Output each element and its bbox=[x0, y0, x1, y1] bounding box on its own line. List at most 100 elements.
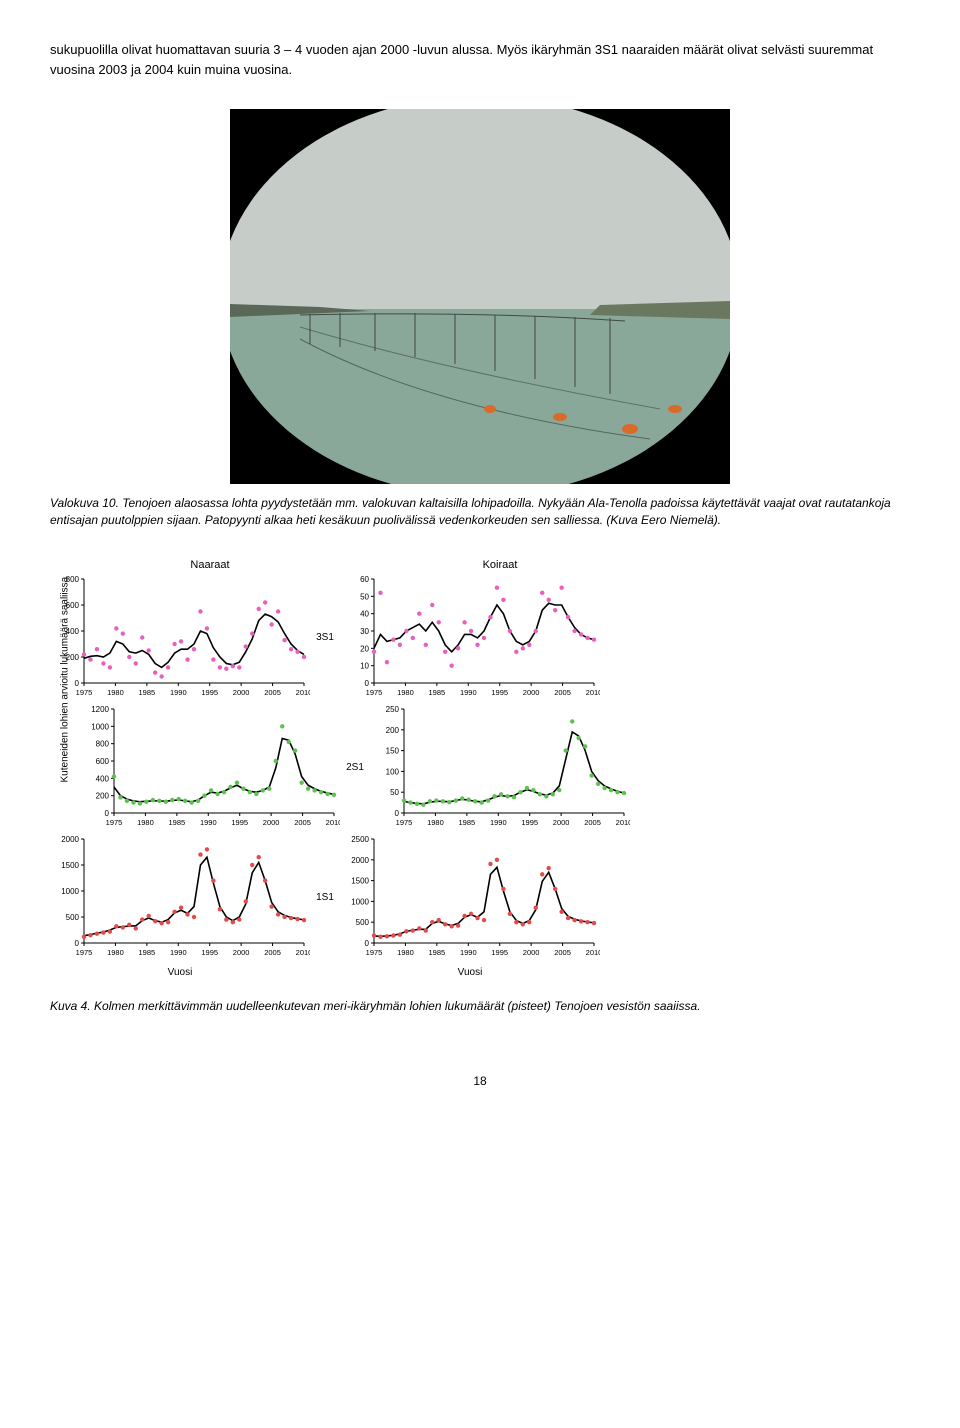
chart-k2s1: 0 50 100 150 200 250 1975 1980 1985 1990 1995 2000 2… bbox=[370, 703, 630, 833]
chart-panel: Naaraat Koiraat 020040060080019751980198… bbox=[50, 559, 910, 978]
svg-text:2000: 2000 bbox=[351, 855, 369, 864]
svg-text:500: 500 bbox=[356, 918, 370, 927]
svg-text:1980: 1980 bbox=[397, 688, 414, 697]
svg-text:600: 600 bbox=[96, 757, 110, 766]
svg-text:1980: 1980 bbox=[107, 948, 124, 957]
svg-text:1000: 1000 bbox=[351, 897, 369, 906]
xaxis-label-right: Vuosi bbox=[340, 967, 600, 978]
svg-text:2500: 2500 bbox=[351, 835, 369, 844]
svg-text:1995: 1995 bbox=[491, 948, 508, 957]
photo-container bbox=[50, 109, 910, 487]
svg-text:60: 60 bbox=[360, 575, 369, 584]
svg-text:150: 150 bbox=[386, 746, 400, 755]
svg-text:800: 800 bbox=[96, 739, 110, 748]
svg-text:1990: 1990 bbox=[460, 948, 477, 957]
photo-caption: Valokuva 10. Tenojoen alaosassa lohta py… bbox=[50, 495, 910, 529]
svg-text:2000: 2000 bbox=[523, 688, 540, 697]
svg-text:1995: 1995 bbox=[201, 688, 218, 697]
chart-n1s1: 0 500 1000 1500 2000 1975 1980 1985 1990 1995 2000… bbox=[50, 833, 310, 963]
svg-text:2005: 2005 bbox=[584, 818, 601, 827]
chart-k1s1: 0 500 1000 1500 2000 2500 1975 1980 1985 1990 1995… bbox=[340, 833, 600, 963]
svg-text:2010: 2010 bbox=[616, 818, 630, 827]
svg-text:2010: 2010 bbox=[586, 948, 600, 957]
svg-text:1975: 1975 bbox=[76, 688, 93, 697]
svg-text:1985: 1985 bbox=[459, 818, 476, 827]
row-label-1s1: 1S1 bbox=[310, 892, 340, 903]
svg-text:1975: 1975 bbox=[106, 818, 123, 827]
photo-svg bbox=[230, 109, 730, 484]
svg-text:1995: 1995 bbox=[231, 818, 248, 827]
chart-k3s1: 0 10 20 30 40 50 60 1975 1980 1985 1990 1995 2000 200… bbox=[340, 573, 600, 703]
svg-text:1975: 1975 bbox=[76, 948, 93, 957]
svg-text:1990: 1990 bbox=[460, 688, 477, 697]
svg-text:1500: 1500 bbox=[61, 861, 79, 870]
svg-text:1990: 1990 bbox=[490, 818, 507, 827]
svg-text:50: 50 bbox=[390, 788, 399, 797]
svg-text:2005: 2005 bbox=[264, 688, 281, 697]
svg-text:40: 40 bbox=[360, 609, 369, 618]
chart-n3s1: 0200400600800197519801985199019952000200… bbox=[50, 573, 310, 703]
svg-text:200: 200 bbox=[96, 791, 110, 800]
svg-text:2000: 2000 bbox=[61, 835, 79, 844]
svg-text:0: 0 bbox=[365, 679, 370, 688]
svg-text:2005: 2005 bbox=[554, 948, 571, 957]
svg-text:1985: 1985 bbox=[429, 948, 446, 957]
svg-text:1975: 1975 bbox=[366, 688, 383, 697]
svg-text:1985: 1985 bbox=[169, 818, 186, 827]
svg-text:2010: 2010 bbox=[296, 688, 310, 697]
svg-text:1990: 1990 bbox=[200, 818, 217, 827]
svg-text:0: 0 bbox=[75, 939, 80, 948]
col-header-right: Koiraat bbox=[370, 559, 630, 573]
intro-paragraph: sukupuolilla olivat huomattavan suuria 3… bbox=[50, 40, 910, 79]
page-number: 18 bbox=[50, 1074, 910, 1088]
svg-text:2000: 2000 bbox=[233, 688, 250, 697]
svg-text:2010: 2010 bbox=[326, 818, 340, 827]
svg-text:0: 0 bbox=[75, 679, 80, 688]
svg-text:1500: 1500 bbox=[351, 876, 369, 885]
svg-text:2010: 2010 bbox=[296, 948, 310, 957]
svg-text:1200: 1200 bbox=[91, 705, 109, 714]
svg-text:2000: 2000 bbox=[263, 818, 280, 827]
svg-text:1985: 1985 bbox=[429, 688, 446, 697]
row-label-3s1: 3S1 bbox=[310, 632, 340, 643]
svg-text:2000: 2000 bbox=[523, 948, 540, 957]
svg-text:250: 250 bbox=[386, 705, 400, 714]
svg-text:1990: 1990 bbox=[170, 688, 187, 697]
svg-text:1995: 1995 bbox=[491, 688, 508, 697]
svg-text:10: 10 bbox=[360, 661, 369, 670]
svg-text:2000: 2000 bbox=[233, 948, 250, 957]
svg-text:2005: 2005 bbox=[294, 818, 311, 827]
row-label-2s1: 2S1 bbox=[340, 762, 370, 773]
xaxis-label-left: Vuosi bbox=[50, 967, 310, 978]
svg-text:1995: 1995 bbox=[201, 948, 218, 957]
svg-text:50: 50 bbox=[360, 592, 369, 601]
svg-text:1975: 1975 bbox=[366, 948, 383, 957]
svg-text:30: 30 bbox=[360, 627, 369, 636]
svg-text:100: 100 bbox=[386, 767, 400, 776]
svg-text:1980: 1980 bbox=[427, 818, 444, 827]
svg-text:2005: 2005 bbox=[554, 688, 571, 697]
svg-text:1980: 1980 bbox=[107, 688, 124, 697]
svg-text:1995: 1995 bbox=[521, 818, 538, 827]
svg-text:1985: 1985 bbox=[139, 948, 156, 957]
yaxis-label: Kuteneiden lohien arvioitu lukumäärä saa… bbox=[60, 753, 71, 783]
svg-text:0: 0 bbox=[105, 809, 110, 818]
svg-text:2000: 2000 bbox=[553, 818, 570, 827]
svg-text:0: 0 bbox=[365, 939, 370, 948]
col-header-left: Naaraat bbox=[80, 559, 340, 573]
svg-text:1000: 1000 bbox=[91, 722, 109, 731]
chart-n2s1: 0200400600800100012001975198019851990199… bbox=[80, 703, 340, 833]
svg-text:1980: 1980 bbox=[397, 948, 414, 957]
svg-text:1975: 1975 bbox=[396, 818, 413, 827]
svg-text:1000: 1000 bbox=[61, 887, 79, 896]
svg-text:2010: 2010 bbox=[586, 688, 600, 697]
svg-text:0: 0 bbox=[395, 809, 400, 818]
svg-text:1980: 1980 bbox=[137, 818, 154, 827]
figure-caption: Kuva 4. Kolmen merkittävimmän uudelleenk… bbox=[50, 998, 910, 1015]
svg-text:1990: 1990 bbox=[170, 948, 187, 957]
svg-text:20: 20 bbox=[360, 644, 369, 653]
svg-text:200: 200 bbox=[386, 725, 400, 734]
svg-text:2005: 2005 bbox=[264, 948, 281, 957]
svg-text:500: 500 bbox=[66, 913, 80, 922]
svg-text:1985: 1985 bbox=[139, 688, 156, 697]
